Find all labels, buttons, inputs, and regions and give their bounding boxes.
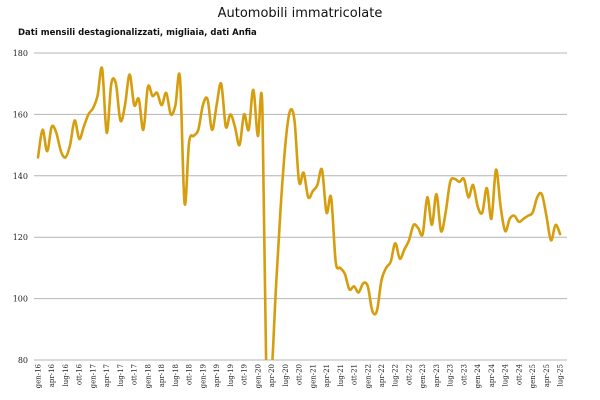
data-line	[36, 66, 562, 360]
y-tick-label: 120	[13, 233, 28, 242]
x-tick-label: gen-24	[474, 363, 482, 388]
x-tick-label: lug-23	[447, 364, 455, 387]
x-tick-label: apr-16	[48, 363, 56, 387]
x-tick-label: gen-19	[199, 364, 207, 388]
x-tick-label: ott-20	[296, 364, 304, 385]
x-tick-label: gen-22	[364, 364, 372, 388]
x-tick-label: apr-20	[268, 364, 276, 387]
y-tick-label: 80	[18, 356, 28, 365]
x-tick-label: lug-21	[337, 364, 345, 387]
x-tick-label: apr-21	[323, 364, 331, 387]
x-tick-label: gen-17	[89, 364, 97, 388]
x-axis: gen-16 apr-16 lug-16 ott-16 gen-17 apr-17 lug-…	[35, 363, 565, 388]
x-tick-label: ott-16	[76, 363, 84, 385]
x-tick-label: lug-19	[227, 364, 235, 387]
x-tick-label: ott-21	[351, 364, 359, 385]
x-tick-label: apr-24	[488, 363, 496, 387]
gridlines	[34, 52, 567, 361]
x-tick-label: ott-24	[515, 363, 523, 385]
y-axis: 80 100 120 140 160 180	[13, 49, 28, 365]
x-tick-label: apr-22	[378, 364, 386, 387]
x-tick-label: gen-25	[529, 364, 537, 388]
x-tick-label: ott-23	[460, 364, 468, 385]
x-tick-label: lug-17	[117, 364, 125, 387]
x-tick-label: gen-21	[309, 364, 317, 388]
x-tick-label: lug-24	[502, 363, 510, 386]
x-tick-label: lug-18	[172, 364, 180, 387]
chart-title: Automobili immatricolate	[217, 6, 383, 21]
x-tick-label: lug-25	[557, 364, 565, 387]
x-tick-label: lug-16	[62, 363, 70, 386]
x-tick-label: lug-22	[392, 364, 400, 387]
x-tick-label: ott-19	[241, 364, 249, 385]
x-tick-label: gen-20	[254, 364, 262, 388]
x-tick-label: gen-18	[144, 364, 152, 388]
x-tick-label: apr-18	[158, 364, 166, 387]
x-tick-label: apr-25	[543, 364, 551, 387]
x-tick-label: ott-17	[131, 364, 139, 385]
x-tick-label: ott-18	[186, 364, 194, 385]
x-tick-label: gen-23	[419, 364, 427, 388]
x-tick-label: apr-19	[213, 364, 221, 387]
x-tick-label: lug-20	[282, 364, 290, 387]
x-tick-label: gen-16	[35, 363, 43, 388]
x-tick-label: apr-23	[433, 364, 441, 387]
y-tick-label: 180	[13, 49, 28, 58]
x-tick-label: apr-17	[103, 364, 111, 387]
y-tick-label: 140	[13, 172, 28, 181]
y-tick-label: 100	[13, 295, 28, 304]
y-tick-label: 160	[13, 110, 28, 119]
chart-subtitle: Dati mensili destagionalizzati, migliaia…	[18, 28, 257, 38]
x-tick-label: ott-22	[405, 364, 413, 385]
